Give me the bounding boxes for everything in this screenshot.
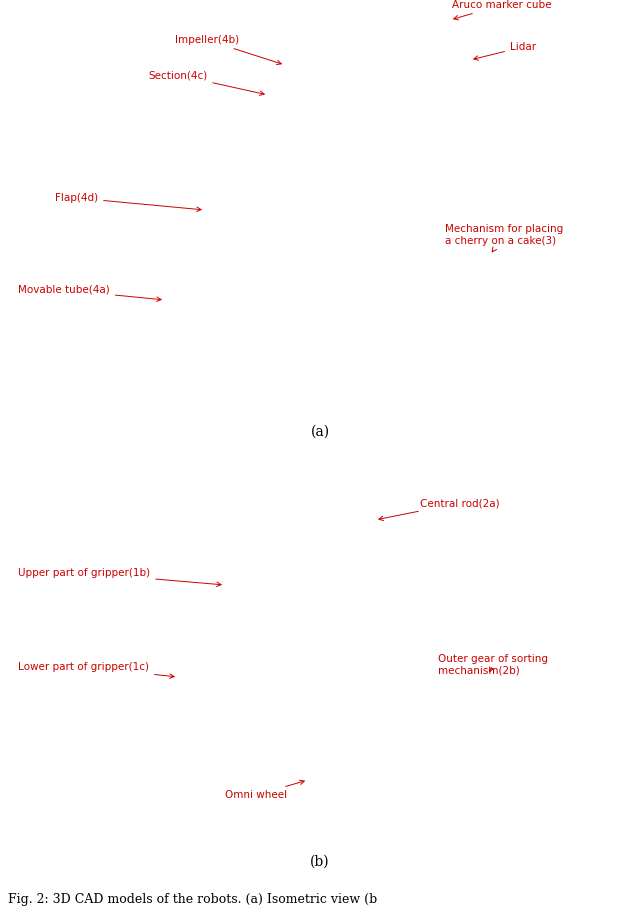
Text: Outer gear of sorting
mechanism(2b): Outer gear of sorting mechanism(2b)	[438, 654, 548, 675]
Text: Flap(4d): Flap(4d)	[55, 193, 201, 211]
Text: (a): (a)	[310, 425, 330, 439]
Text: Central rod(2a): Central rod(2a)	[379, 498, 500, 520]
Text: Movable tube(4a): Movable tube(4a)	[18, 285, 161, 301]
Text: Aruco marker cube: Aruco marker cube	[452, 0, 552, 20]
Text: Omni wheel: Omni wheel	[225, 780, 304, 800]
Text: Mechanism for placing
a cherry on a cake(3): Mechanism for placing a cherry on a cake…	[445, 224, 563, 252]
Text: Lower part of gripper(1c): Lower part of gripper(1c)	[18, 662, 174, 678]
Text: Fig. 2: 3D CAD models of the robots. (a) Isometric view (b: Fig. 2: 3D CAD models of the robots. (a)…	[8, 893, 377, 906]
Text: Impeller(4b): Impeller(4b)	[175, 35, 282, 64]
Text: Lidar: Lidar	[474, 42, 536, 60]
Text: Section(4c): Section(4c)	[148, 70, 264, 96]
Text: Upper part of gripper(1b): Upper part of gripper(1b)	[18, 568, 221, 586]
Text: (b): (b)	[310, 855, 330, 869]
